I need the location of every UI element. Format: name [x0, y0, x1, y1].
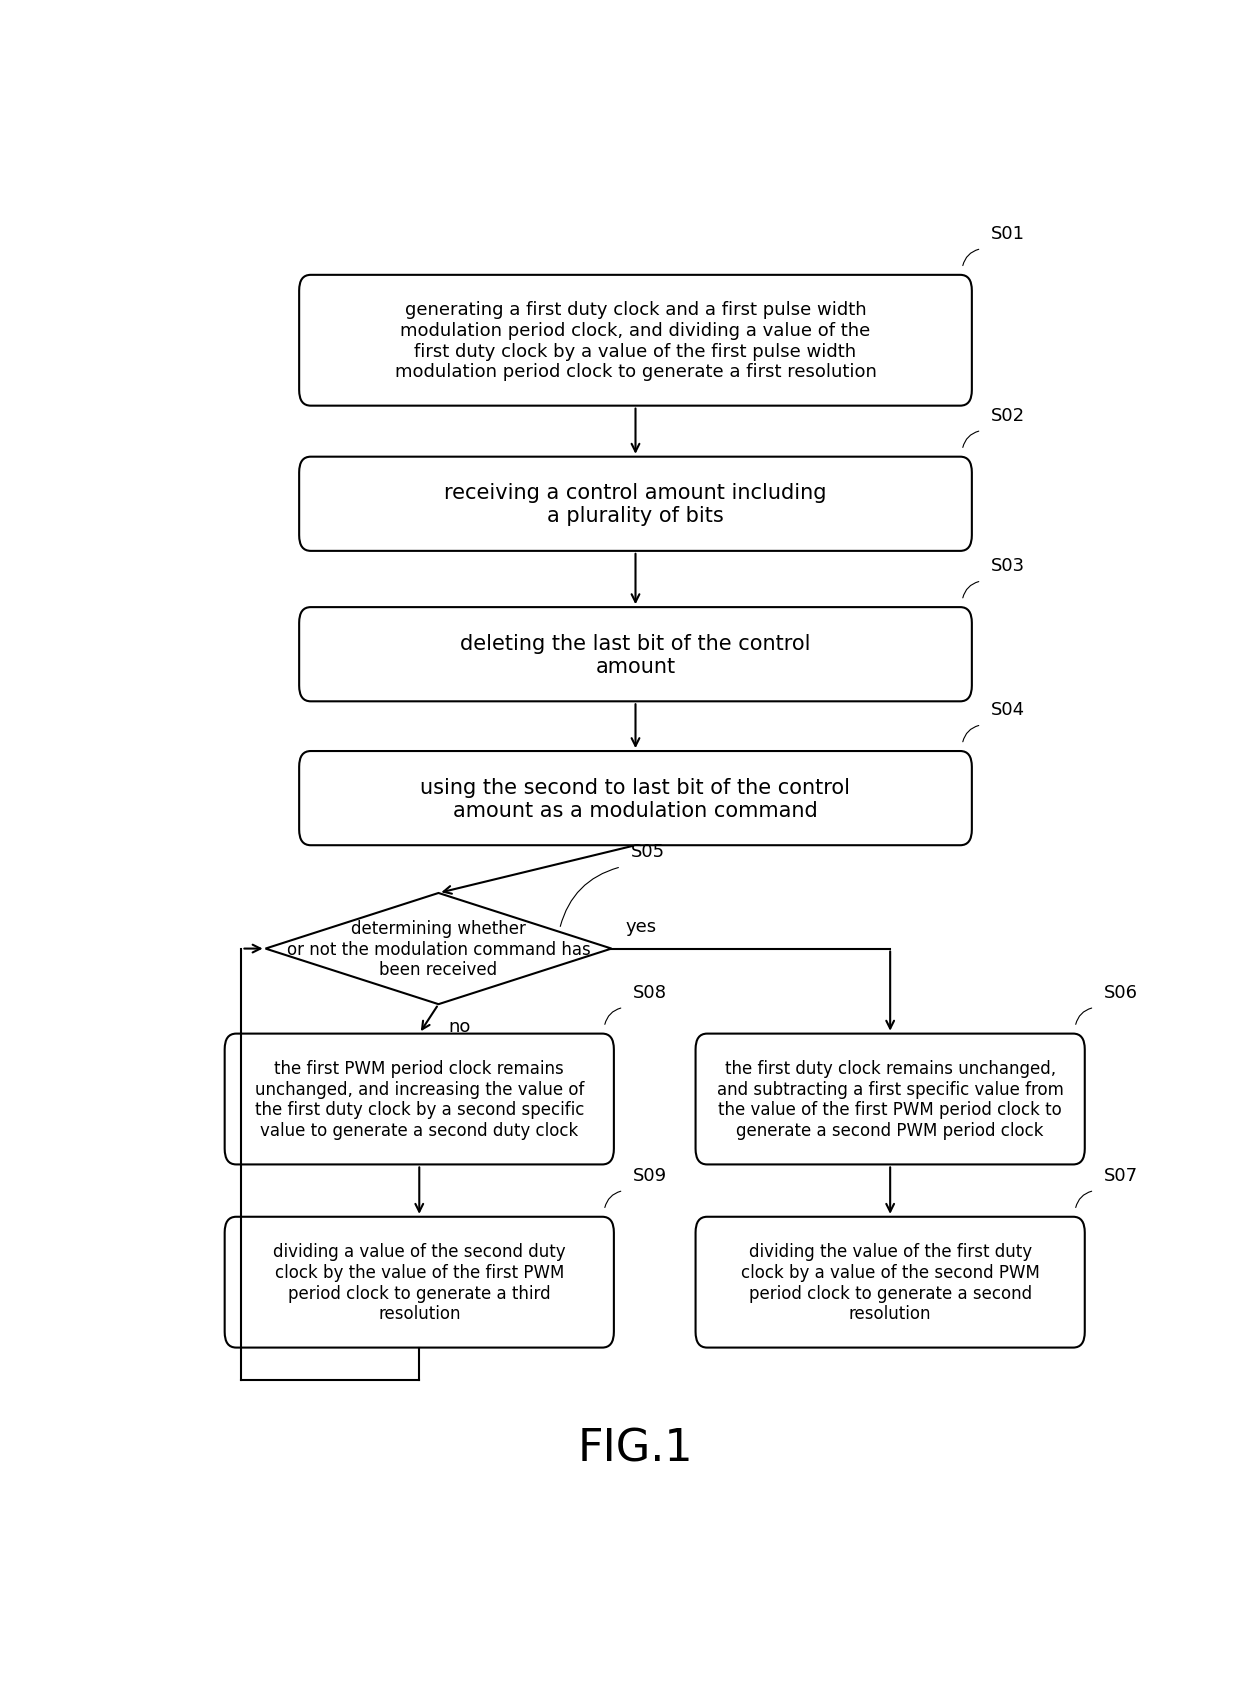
Text: S03: S03 — [991, 557, 1025, 576]
Text: the first duty clock remains unchanged,
and subtracting a first specific value f: the first duty clock remains unchanged, … — [717, 1060, 1064, 1139]
FancyArrowPatch shape — [605, 1009, 621, 1026]
FancyBboxPatch shape — [299, 275, 972, 406]
FancyBboxPatch shape — [299, 752, 972, 846]
Text: no: no — [448, 1017, 470, 1036]
FancyArrowPatch shape — [962, 727, 978, 742]
FancyArrowPatch shape — [605, 1192, 621, 1207]
Text: S08: S08 — [634, 983, 667, 1002]
Text: yes: yes — [626, 919, 657, 936]
Text: the first PWM period clock remains
unchanged, and increasing the value of
the fi: the first PWM period clock remains uncha… — [254, 1060, 584, 1139]
FancyArrowPatch shape — [962, 250, 978, 267]
FancyArrowPatch shape — [962, 431, 978, 448]
FancyBboxPatch shape — [696, 1217, 1085, 1348]
Text: S04: S04 — [991, 701, 1025, 718]
FancyArrowPatch shape — [560, 868, 619, 927]
Text: generating a first duty clock and a first pulse width
modulation period clock, a: generating a first duty clock and a firs… — [394, 301, 877, 382]
Text: receiving a control amount including
a plurality of bits: receiving a control amount including a p… — [444, 482, 827, 526]
Text: FIG.1: FIG.1 — [578, 1426, 693, 1470]
FancyBboxPatch shape — [224, 1217, 614, 1348]
Text: S05: S05 — [631, 842, 665, 861]
FancyArrowPatch shape — [1076, 1192, 1091, 1207]
FancyBboxPatch shape — [299, 608, 972, 701]
FancyBboxPatch shape — [224, 1034, 614, 1165]
FancyBboxPatch shape — [299, 457, 972, 552]
Text: dividing the value of the first duty
clock by a value of the second PWM
period c: dividing the value of the first duty clo… — [740, 1243, 1039, 1323]
Text: using the second to last bit of the control
amount as a modulation command: using the second to last bit of the cont… — [420, 778, 851, 820]
Text: deleting the last bit of the control
amount: deleting the last bit of the control amo… — [460, 633, 811, 676]
Text: S09: S09 — [634, 1167, 667, 1185]
FancyArrowPatch shape — [962, 582, 978, 598]
FancyArrowPatch shape — [1076, 1009, 1091, 1026]
Text: S01: S01 — [991, 226, 1025, 243]
Polygon shape — [265, 893, 611, 1005]
Text: S06: S06 — [1104, 983, 1138, 1002]
Text: determining whether
or not the modulation command has
been received: determining whether or not the modulatio… — [286, 919, 590, 978]
Text: S07: S07 — [1104, 1167, 1138, 1185]
Text: S02: S02 — [991, 408, 1025, 424]
FancyBboxPatch shape — [696, 1034, 1085, 1165]
Text: dividing a value of the second duty
clock by the value of the first PWM
period c: dividing a value of the second duty cloc… — [273, 1243, 565, 1323]
